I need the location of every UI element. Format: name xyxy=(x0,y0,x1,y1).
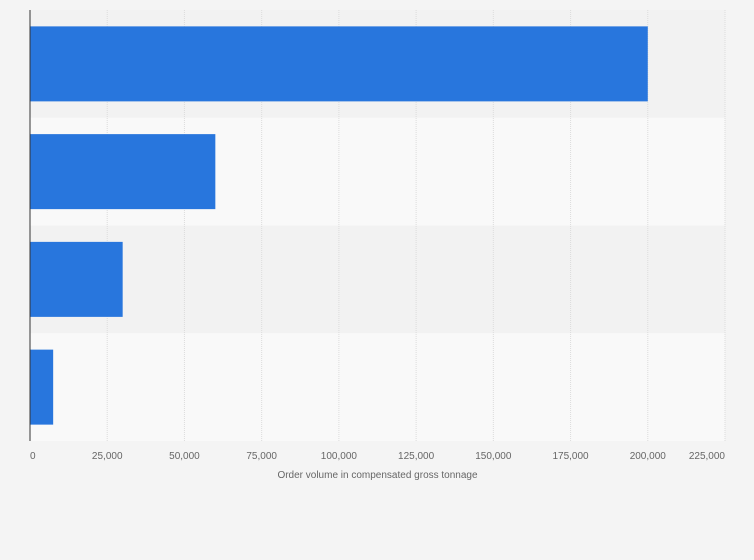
bar[interactable] xyxy=(30,241,123,317)
x-axis-title: Order volume in compensated gross tonnag… xyxy=(277,470,478,481)
x-tick-label: 200,000 xyxy=(630,451,667,462)
x-tick-label: 125,000 xyxy=(398,451,435,462)
x-tick-label: 175,000 xyxy=(552,451,589,462)
bars xyxy=(30,26,648,425)
bar[interactable] xyxy=(30,349,54,425)
x-tick-label: 150,000 xyxy=(475,451,512,462)
bar[interactable] xyxy=(30,134,216,210)
x-tick-label: 100,000 xyxy=(321,451,358,462)
category-band xyxy=(30,333,725,441)
x-tick-label: 225,000 xyxy=(689,451,726,462)
x-axis-tick-labels: 0 25,000 50,000 75,000 100,000 125,000 150,000… xyxy=(30,451,725,462)
x-tick-label: 50,000 xyxy=(169,451,200,462)
x-tick-label: 75,000 xyxy=(246,451,277,462)
x-tick-label: 0 xyxy=(30,451,36,462)
x-tick-label: 25,000 xyxy=(92,451,123,462)
category-band xyxy=(30,225,725,334)
bar[interactable] xyxy=(30,26,648,102)
